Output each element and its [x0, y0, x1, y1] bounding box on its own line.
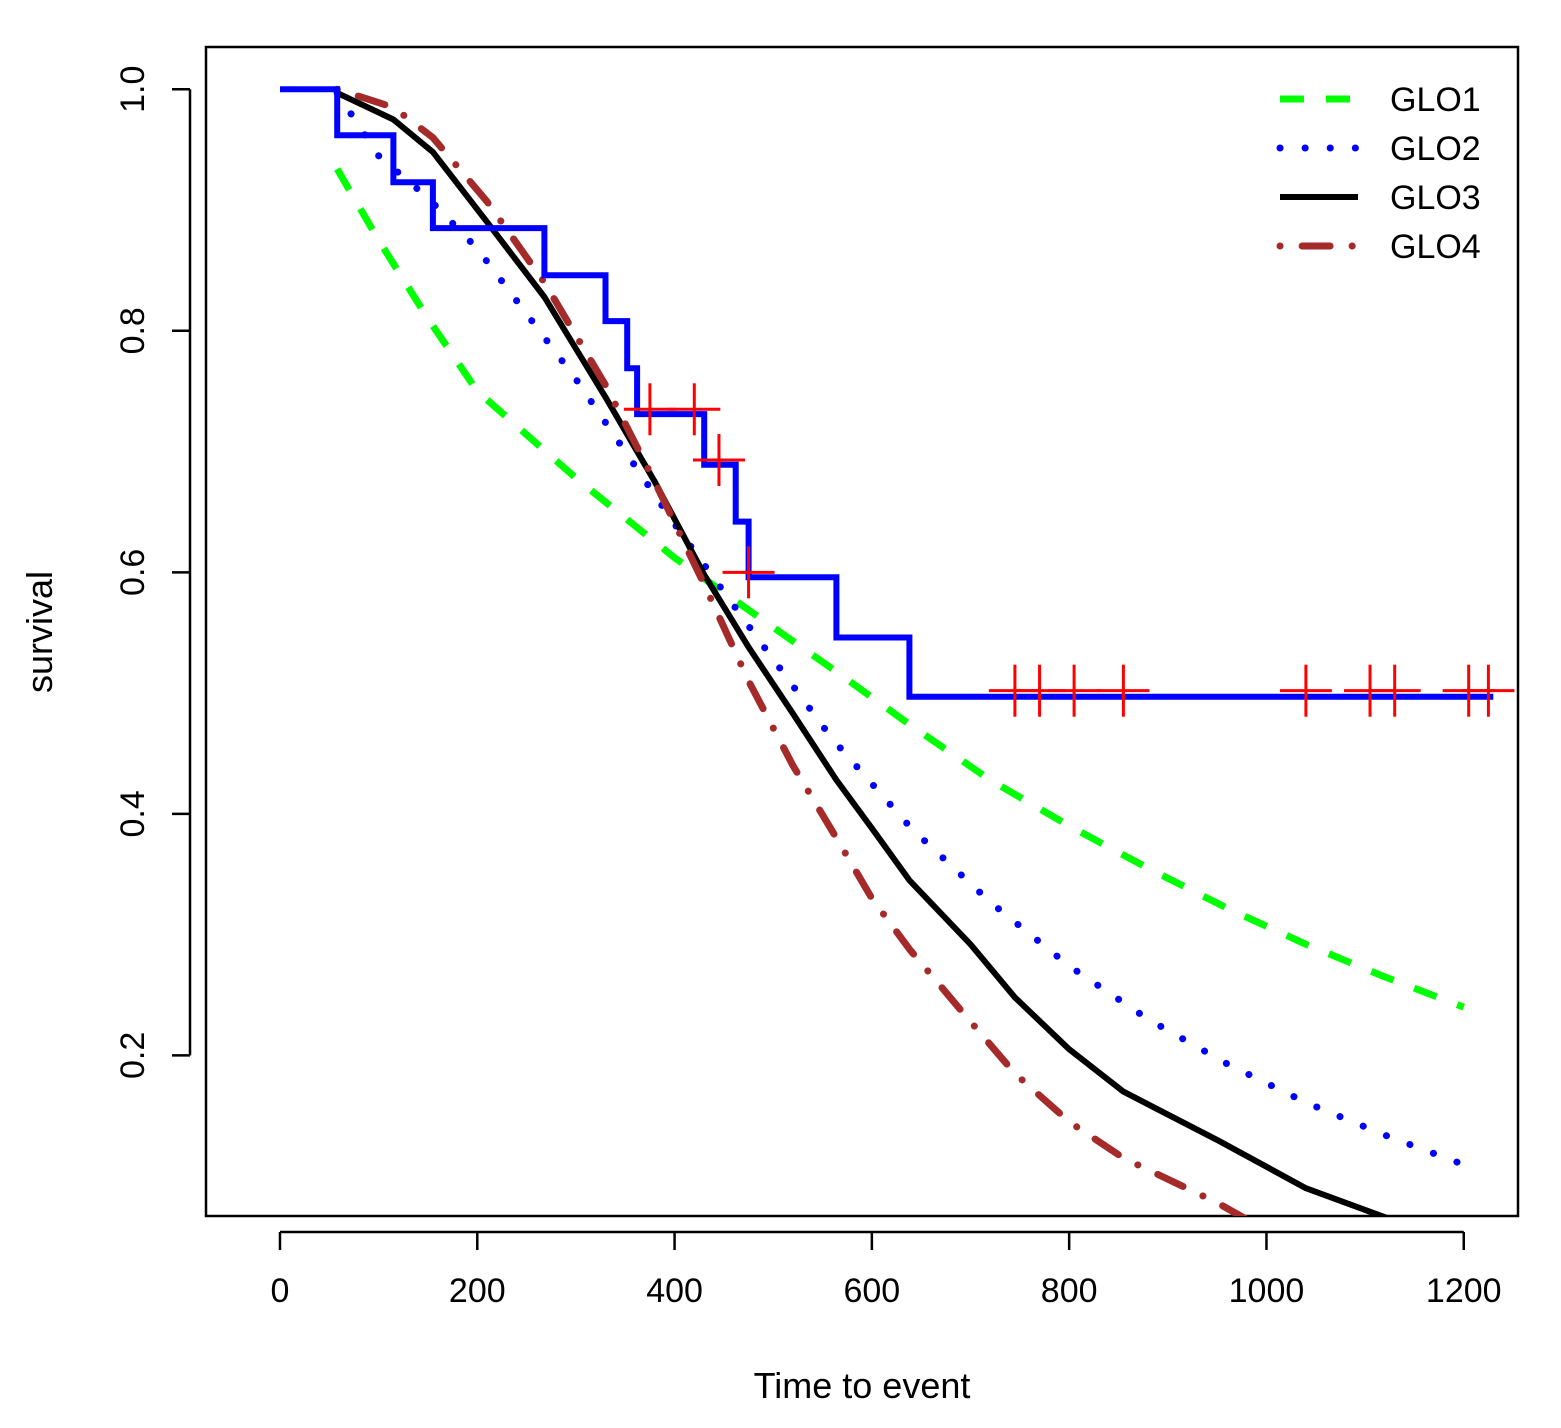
censor-mark	[668, 383, 721, 436]
x-tick-label: 0	[271, 1272, 290, 1310]
censor-mark	[623, 383, 676, 436]
legend-label-glo1: GLO1	[1390, 81, 1481, 119]
legend-label-glo2: GLO2	[1390, 130, 1481, 168]
x-tick-label: 1000	[1229, 1272, 1305, 1310]
censor-mark	[1097, 664, 1150, 717]
kaplan-meier-layer	[280, 86, 1494, 700]
censor-mark	[692, 434, 745, 487]
series-glo3-line	[335, 90, 1391, 1216]
x-axis: 0 200 400 600 800 1000 1200	[271, 1230, 1502, 1310]
censor-mark	[1279, 664, 1332, 717]
x-tick-label: 600	[843, 1272, 900, 1310]
y-tick-label: 0.8	[114, 307, 152, 354]
y-tick-label: 0.2	[114, 1032, 152, 1079]
x-tick-label: 400	[646, 1272, 703, 1310]
y-tick-label: 0.4	[114, 790, 152, 837]
plot-frame	[204, 45, 1520, 1218]
x-tick-label: 800	[1041, 1272, 1098, 1310]
censor-mark	[1048, 664, 1101, 717]
series-layer	[333, 85, 1473, 1216]
series-glo4-line	[333, 85, 1248, 1216]
legend-label-glo4: GLO4	[1390, 228, 1481, 266]
series-glo2-line	[333, 89, 1473, 1170]
x-axis-title: Time to event	[754, 1365, 971, 1406]
censor-mark	[722, 546, 775, 599]
y-axis: 0.2 0.4 0.6 0.8 1.0	[114, 66, 192, 1079]
y-axis-title: survival	[19, 571, 60, 693]
legend: GLO1 GLO2 GLO3 GLO4	[1276, 81, 1481, 266]
y-tick-label: 0.6	[114, 549, 152, 596]
x-tick-label: 1200	[1426, 1272, 1502, 1310]
series-glo1-line	[334, 167, 1465, 1011]
censor-mark	[1462, 664, 1515, 717]
x-tick-label: 200	[449, 1272, 506, 1310]
legend-label-glo3: GLO3	[1390, 179, 1481, 217]
kaplan-meier-step-line	[280, 86, 1494, 700]
censor-marks-layer	[623, 383, 1515, 717]
y-tick-label: 1.0	[114, 66, 152, 113]
censor-mark	[1368, 664, 1421, 717]
